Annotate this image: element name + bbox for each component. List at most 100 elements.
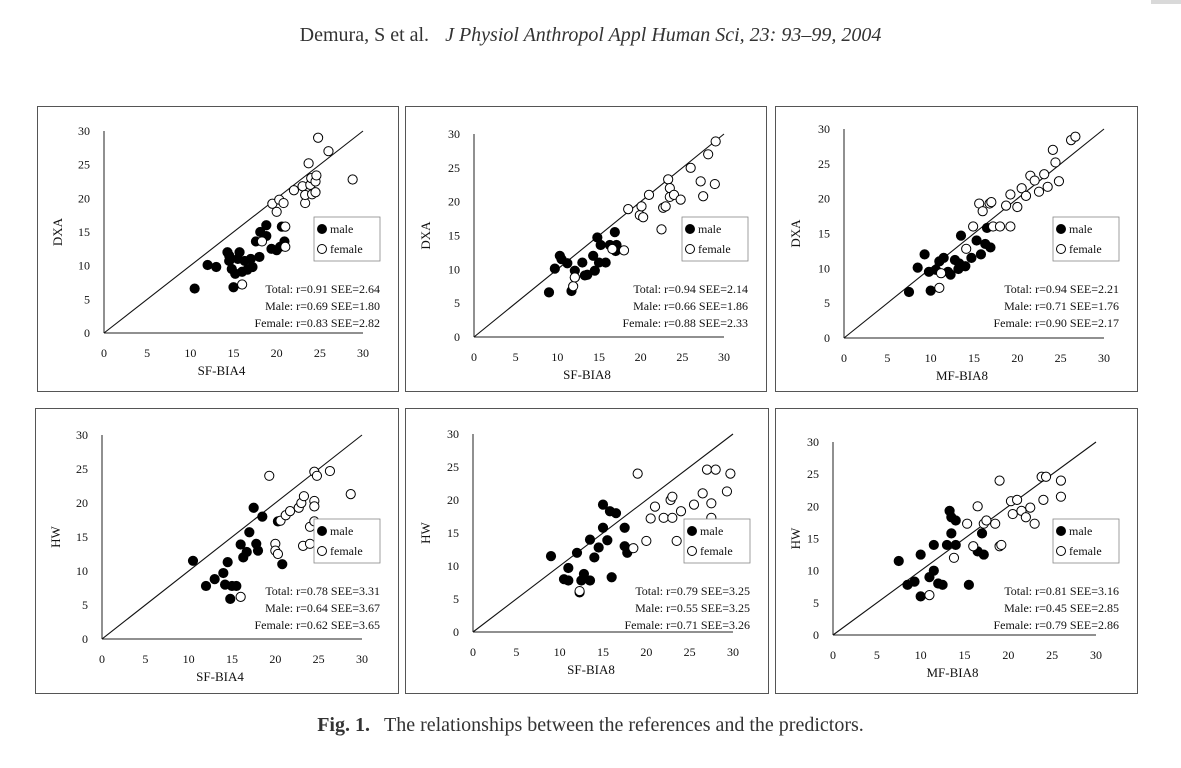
data-point-male [211,261,222,273]
regression-stats-line: Total: r=0.94 SEE=2.14 [633,282,748,296]
data-point-male [619,522,630,533]
data-point-female [1040,471,1052,482]
x-tick-label: 10 [925,351,937,365]
data-point-female [278,197,289,209]
data-point-female [643,189,655,201]
legend-male-marker [317,224,327,234]
scatter-panel-hw-mf-bia8: 0 0 5 5 10 10 15 15 20 20 25 25 30 30 MF-BIA8 HW male fem… [775,408,1138,694]
data-point-male [593,542,604,553]
data-point-female [701,464,713,475]
y-tick-label: 10 [76,564,88,578]
x-tick-label: 0 [470,645,476,659]
x-tick-label: 15 [959,648,971,662]
data-point-female [1012,201,1023,213]
y-tick-label: 25 [447,460,459,474]
data-point-female [994,475,1005,486]
figure-caption: Fig. 1. The relationships between the ref… [0,714,1181,737]
data-point-male [584,575,596,586]
data-point-female [1020,190,1032,201]
y-axis-title: HW [788,527,803,549]
window-corner-edge [1151,0,1181,4]
data-point-male [963,579,974,590]
data-point-female [298,491,310,502]
data-point-female [948,552,960,563]
data-point-female [237,279,248,290]
data-point-male [209,574,220,585]
data-point-male [912,262,923,273]
data-point-female [709,178,720,190]
data-point-male [235,539,246,550]
legend-box [313,518,381,564]
data-point-male [985,242,996,253]
y-tick-label: 15 [448,229,460,243]
data-point-female [1050,157,1061,168]
x-tick-label: 20 [1002,648,1014,662]
legend-box [683,518,751,564]
data-point-female [1053,176,1065,187]
y-tick-label: 30 [807,435,819,449]
data-point-female [924,590,935,601]
identity-line [472,433,734,633]
x-tick-label: 30 [1098,351,1110,365]
regression-stats-line: Total: r=0.94 SEE=2.21 [1004,282,1119,296]
y-tick-label: 30 [447,427,459,441]
data-point-female [1029,518,1040,529]
y-tick-label: 0 [84,326,90,340]
data-point-male [218,567,229,579]
regression-stats-line: Female: r=0.90 SEE=2.17 [993,316,1119,330]
data-point-female [977,206,988,217]
legend-male-marker [687,526,697,536]
data-point-male [946,528,957,539]
data-point-male [600,257,611,268]
y-tick-label: 5 [84,292,90,306]
data-point-male [966,252,977,263]
x-tick-label: 15 [226,652,238,666]
data-point-male [277,559,288,570]
data-point-male [909,576,920,587]
scatter-panel-hw-sf-bia8: 0 0 5 5 10 10 15 15 20 20 25 25 30 30 SF-BIA8 HW male fem… [405,408,769,694]
data-point-female [271,206,282,217]
y-tick-label: 15 [76,530,88,544]
data-point-female [272,548,284,560]
regression-stats-line: Female: r=0.71 SEE=3.26 [624,618,750,632]
citation-authors: Demura, S et al. [299,24,430,46]
scatter-plot-svg: 00 5 5 10 10 15 15 20 20 25 25 30 30 SF-BIA4 HW male fem… [48,428,381,684]
x-tick-label: 20 [1011,351,1023,365]
y-tick-label: 5 [824,296,830,310]
data-point-female [309,501,320,512]
data-point-female [706,498,717,509]
x-tick-label: 5 [874,648,880,662]
data-point-female [675,506,687,517]
x-tick-label: 5 [144,346,150,360]
x-tick-label: 25 [1055,351,1067,365]
data-point-female [1025,502,1036,513]
data-point-female [1029,175,1040,186]
data-point-male [903,286,915,298]
data-point-female [663,174,674,185]
figure-caption-text: The relationships between the references… [383,714,864,736]
legend-male-label: male [698,222,721,236]
identity-line [832,441,1097,636]
data-point-female [972,501,983,512]
x-tick-label: 5 [884,351,890,365]
data-point-female [1005,221,1016,232]
data-point-female [623,204,634,215]
x-tick-label: 10 [551,350,563,364]
data-point-female [1047,144,1058,156]
data-point-female [934,282,945,293]
data-point-female [671,535,682,547]
data-point-male [254,251,265,263]
data-point-female [658,512,669,523]
data-point-male [545,551,557,562]
data-point-female [618,245,630,256]
data-point-male [955,230,967,241]
data-point-male [571,547,583,558]
legend-male-marker [685,224,695,234]
x-tick-label: 15 [228,346,240,360]
data-point-female [656,224,667,235]
y-tick-label: 20 [818,192,830,206]
data-point-female [607,243,618,255]
data-point-male [225,593,236,604]
data-point-male [244,527,255,538]
regression-stats-line: Female: r=0.83 SEE=2.82 [254,316,380,330]
